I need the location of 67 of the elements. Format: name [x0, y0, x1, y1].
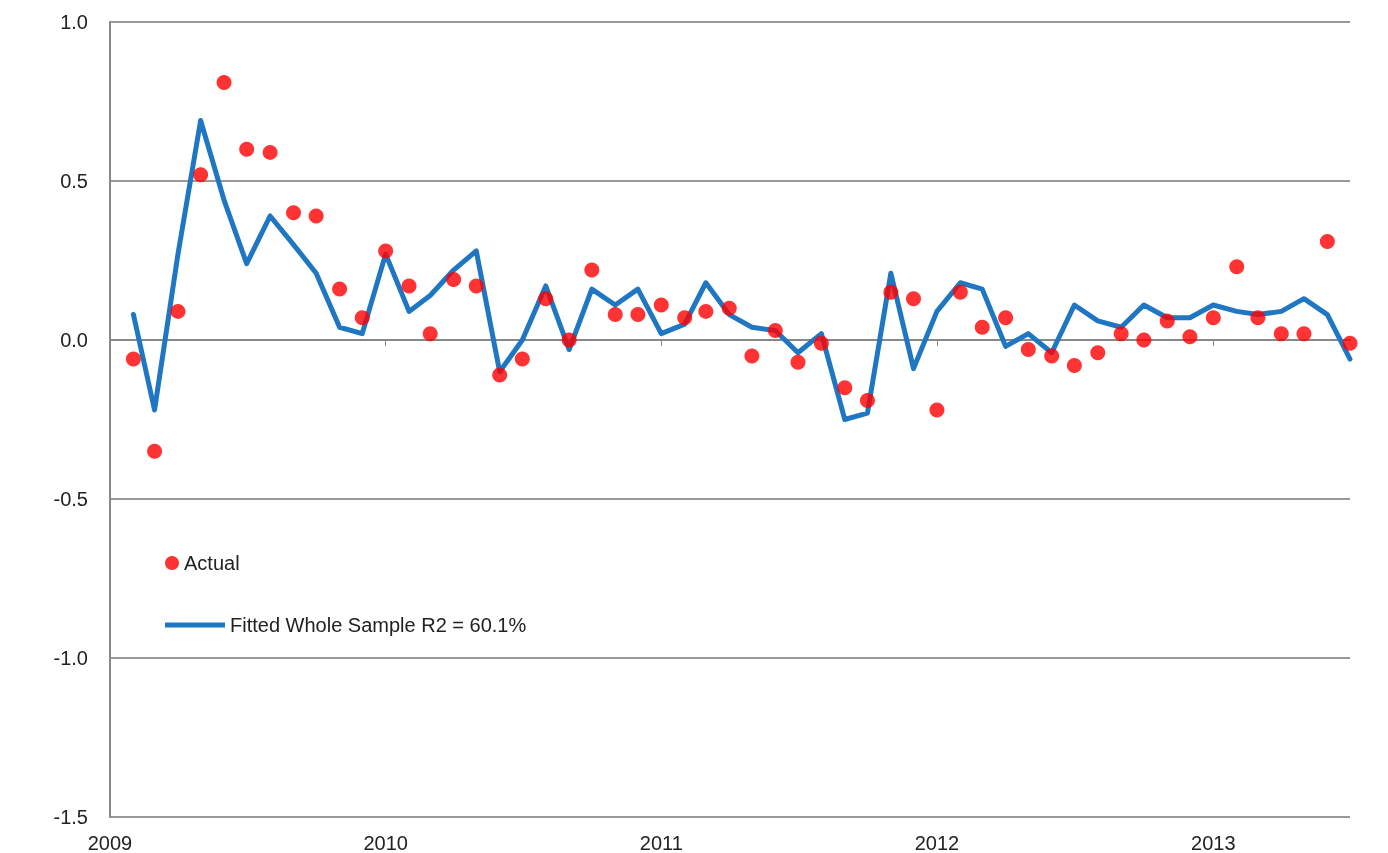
x-tick-label: 2011: [639, 832, 683, 853]
point: [468, 278, 484, 294]
legend-label: Actual: [184, 552, 240, 574]
y-tick-label: -1.0: [53, 647, 88, 669]
point: [1250, 310, 1266, 326]
point: [974, 319, 990, 335]
point: [744, 348, 760, 364]
point: [378, 243, 394, 259]
point: [767, 322, 783, 338]
point: [514, 351, 530, 367]
point: [239, 141, 255, 157]
point: [653, 297, 669, 313]
point: [1159, 313, 1175, 329]
point: [1066, 357, 1082, 373]
point: [538, 291, 554, 307]
point: [561, 332, 577, 348]
point: [1020, 342, 1036, 358]
point: [584, 262, 600, 278]
point: [286, 205, 302, 221]
point: [698, 303, 714, 319]
y-tick-label: -1.5: [53, 806, 88, 828]
point: [1319, 233, 1335, 249]
point: [952, 284, 968, 300]
point: [147, 443, 163, 459]
point: [125, 351, 141, 367]
point: [308, 208, 324, 224]
point: [170, 303, 186, 319]
point: [630, 307, 646, 323]
point: [1296, 326, 1312, 342]
y-tick-label: 1.0: [60, 11, 88, 33]
point: [1113, 326, 1129, 342]
point: [790, 354, 806, 370]
point: [216, 74, 232, 90]
x-tick-label: 2009: [87, 832, 133, 853]
point: [1342, 335, 1358, 351]
point: [1229, 259, 1245, 275]
x-tick-label: 2012: [914, 832, 960, 853]
point: [332, 281, 348, 297]
point: [607, 307, 623, 323]
point: [354, 310, 370, 326]
point: [1273, 326, 1289, 342]
point: [929, 402, 945, 418]
point: [906, 291, 922, 307]
point: [446, 272, 462, 288]
point: [401, 278, 417, 294]
x-tick-label: 2013: [1191, 832, 1236, 853]
point: [422, 326, 438, 342]
point: [492, 367, 508, 383]
point: [1136, 332, 1152, 348]
legend-label: Fitted Whole Sample R2 = 60.1%: [230, 614, 527, 636]
point: [262, 144, 278, 160]
point: [998, 310, 1014, 326]
point: [721, 300, 737, 316]
x-tick-label: 2010: [363, 832, 408, 853]
point: [193, 167, 209, 183]
y-tick-label: 0.0: [60, 329, 88, 351]
y-tick-label: -0.5: [53, 488, 88, 510]
point: [1182, 329, 1198, 345]
point: [1205, 310, 1221, 326]
y-tick-label: 0.5: [60, 170, 88, 192]
point: [1044, 348, 1060, 364]
point: [1090, 345, 1106, 361]
point: [837, 380, 853, 396]
point: [883, 284, 899, 300]
point: [859, 392, 875, 408]
point: [677, 310, 693, 326]
point: [813, 335, 829, 351]
